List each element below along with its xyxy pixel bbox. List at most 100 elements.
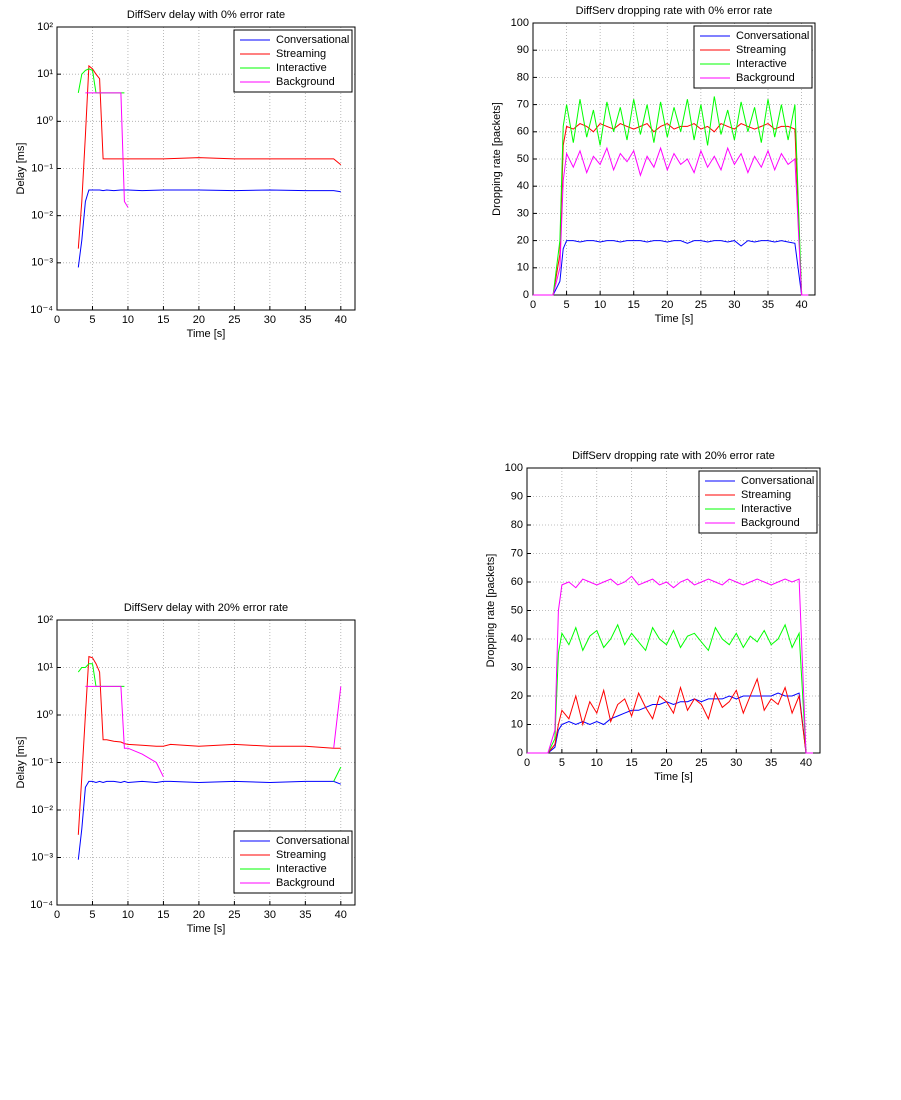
x-tick-label: 0 <box>54 314 60 326</box>
series-line <box>85 92 129 208</box>
y-tick-label: 70 <box>511 547 523 559</box>
x-tick-label: 20 <box>660 757 672 769</box>
chart-title: DiffServ dropping rate with 20% error ra… <box>572 450 775 462</box>
x-tick-label: 40 <box>795 299 807 311</box>
legend-label: Streaming <box>736 44 786 56</box>
x-tick-label: 15 <box>157 909 169 921</box>
x-tick-label: 0 <box>530 299 536 311</box>
y-tick-label: 20 <box>511 690 523 702</box>
x-tick-label: 15 <box>628 299 640 311</box>
legend-label: Conversational <box>736 30 809 42</box>
y-tick-label: 10⁰ <box>36 709 53 721</box>
x-tick-label: 20 <box>193 909 205 921</box>
legend: Conversational Streaming Interactive Backgr… <box>233 830 353 894</box>
y-tick-label: 20 <box>517 235 529 247</box>
legend-label: Streaming <box>276 849 326 861</box>
x-tick-label: 0 <box>524 757 530 769</box>
x-tick-label: 35 <box>762 299 774 311</box>
x-axis-label: Time [s] <box>187 328 226 340</box>
x-tick-label: 5 <box>89 909 95 921</box>
y-tick-label: 10² <box>37 614 53 626</box>
series-line <box>533 96 809 296</box>
x-tick-label: 10 <box>591 757 603 769</box>
x-tick-label: 40 <box>335 909 347 921</box>
legend-label: Background <box>276 877 335 889</box>
x-tick-label: 30 <box>264 909 276 921</box>
y-tick-label: 10¹ <box>37 661 53 673</box>
y-tick-label: 30 <box>511 661 523 673</box>
y-axis-label: Delay [ms] <box>15 737 27 789</box>
x-axis-label: Time [s] <box>187 923 226 935</box>
legend: Conversational Streaming Interactive Backgr… <box>693 25 813 89</box>
y-tick-label: 60 <box>511 576 523 588</box>
y-axis-label: Dropping rate [packets] <box>491 102 503 216</box>
y-tick-label: 50 <box>511 604 523 616</box>
series-line <box>533 146 809 296</box>
legend-label: Background <box>276 76 335 88</box>
legend-label: Background <box>741 517 800 529</box>
x-tick-label: 15 <box>626 757 638 769</box>
x-tick-label: 30 <box>730 757 742 769</box>
legend-label: Streaming <box>741 489 791 501</box>
x-tick-label: 10 <box>594 299 606 311</box>
legend-label: Interactive <box>276 863 327 875</box>
y-tick-label: 40 <box>517 180 529 192</box>
chart: DiffServ dropping rate with 0% error rat… <box>491 5 816 325</box>
y-axis-label: Dropping rate [packets] <box>485 554 497 668</box>
legend-label: Conversational <box>276 34 349 46</box>
y-tick-label: 70 <box>517 99 529 111</box>
chart: DiffServ delay with 20% error rate Time [… <box>15 602 356 935</box>
x-tick-label: 40 <box>800 757 812 769</box>
y-tick-label: 10² <box>37 21 53 33</box>
x-tick-label: 25 <box>228 314 240 326</box>
chart: DiffServ dropping rate with 20% error ra… <box>485 450 821 783</box>
x-tick-label: 20 <box>193 314 205 326</box>
x-tick-label: 25 <box>695 299 707 311</box>
legend-label: Streaming <box>276 48 326 60</box>
y-tick-label: 10⁻⁴ <box>30 899 53 911</box>
series-line <box>527 575 813 754</box>
y-tick-label: 40 <box>511 633 523 645</box>
x-tick-label: 15 <box>157 314 169 326</box>
y-tick-label: 100 <box>511 17 529 29</box>
series-line <box>85 685 342 778</box>
y-tick-label: 10 <box>511 718 523 730</box>
x-tick-label: 10 <box>122 909 134 921</box>
y-tick-label: 30 <box>517 207 529 219</box>
chart-title: DiffServ delay with 20% error rate <box>124 602 288 614</box>
x-tick-label: 5 <box>564 299 570 311</box>
chart-title: DiffServ dropping rate with 0% error rat… <box>576 5 773 17</box>
x-tick-label: 30 <box>264 314 276 326</box>
plot-frame <box>56 619 356 906</box>
x-tick-label: 5 <box>559 757 565 769</box>
legend-label: Conversational <box>741 475 814 487</box>
legend-label: Conversational <box>276 835 349 847</box>
y-tick-label: 60 <box>517 126 529 138</box>
y-tick-label: 100 <box>505 462 523 474</box>
x-tick-label: 35 <box>299 314 311 326</box>
plot-frame <box>526 467 821 754</box>
x-tick-label: 25 <box>228 909 240 921</box>
chart-title: DiffServ delay with 0% error rate <box>127 9 285 21</box>
x-tick-label: 30 <box>728 299 740 311</box>
y-tick-label: 10 <box>517 262 529 274</box>
y-tick-label: 10⁻⁴ <box>30 304 53 316</box>
legend-label: Background <box>736 72 795 84</box>
series-line <box>533 240 809 296</box>
legend-label: Interactive <box>741 503 792 515</box>
x-tick-label: 5 <box>89 314 95 326</box>
y-tick-label: 10⁻² <box>31 210 53 222</box>
series-line <box>77 780 341 860</box>
series-line <box>527 623 813 754</box>
x-tick-label: 0 <box>54 909 60 921</box>
x-tick-label: 25 <box>695 757 707 769</box>
y-tick-label: 10⁻³ <box>31 257 53 269</box>
y-tick-label: 0 <box>517 747 523 759</box>
series-line <box>77 189 341 268</box>
plot-frame <box>56 26 356 311</box>
y-tick-label: 50 <box>517 153 529 165</box>
y-tick-label: 10⁻¹ <box>31 756 53 768</box>
y-tick-label: 0 <box>523 289 529 301</box>
legend: Conversational Streaming Interactive Backgr… <box>698 470 818 534</box>
